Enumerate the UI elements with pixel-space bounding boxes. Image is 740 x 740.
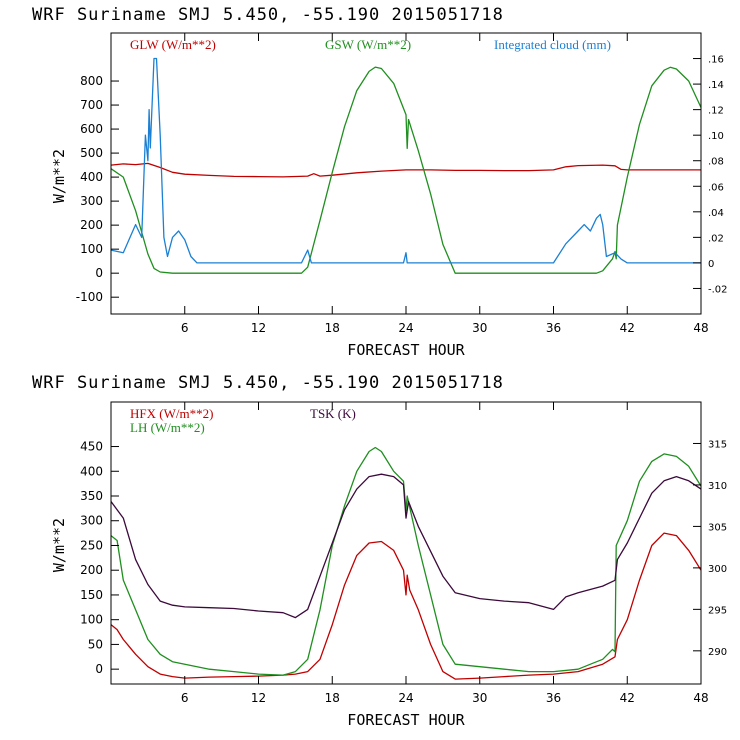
x-tick-label: 48 (693, 321, 708, 335)
y-tick-label: 450 (80, 440, 103, 454)
y-tick-label: 100 (80, 242, 103, 256)
x-tick-label: 36 (546, 691, 561, 705)
series-line-1 (110, 66, 702, 274)
x-tick-label: 6 (181, 321, 189, 335)
y-tick-label: -100 (76, 290, 103, 304)
y-tick-label: 100 (80, 613, 103, 627)
ticks-group: 6 12 18 24 30 36 42 48 -100 0 100 200 300 400 500 600 70… (76, 33, 728, 335)
y-tick-label: 400 (80, 170, 103, 184)
y2-tick-label: 310 (708, 481, 727, 492)
y-tick-label: 0 (95, 266, 103, 280)
y2-tick-label: .08 (708, 157, 724, 168)
x-tick-label: 36 (546, 321, 561, 335)
x-tick-label: 18 (325, 691, 340, 705)
legend-tsk: TSK (K) (310, 406, 356, 421)
x-axis-label: FORECAST HOUR (347, 711, 465, 729)
y-tick-label: 400 (80, 464, 103, 478)
y2-tick-label: 305 (708, 522, 727, 533)
chart-title: WRF Suriname SMJ 5.450, -55.190 20150517… (32, 5, 504, 25)
y-tick-label: 300 (80, 194, 103, 208)
y-tick-label: 0 (95, 662, 103, 676)
y2-tick-label: .12 (708, 106, 724, 117)
y2-tick-label: .06 (708, 182, 724, 193)
y2-tick-label: .04 (708, 208, 724, 219)
y2-tick-label: .10 (708, 131, 724, 142)
y-tick-label: 200 (80, 218, 103, 232)
legend-glw: GLW (W/m**2) (130, 37, 216, 52)
legend-gsw: GSW (W/m**2) (325, 37, 411, 52)
y2-tick-label: 0 (708, 259, 714, 270)
x-tick-label: 42 (620, 321, 635, 335)
y2-tick-label: 315 (708, 439, 727, 450)
y-tick-label: 350 (80, 489, 103, 503)
x-tick-label: 24 (398, 691, 413, 705)
y-axis-label: W/m**2 (50, 149, 68, 203)
x-tick-label: 12 (251, 691, 266, 705)
y-tick-label: 250 (80, 538, 103, 552)
y2-tick-label: -.02 (708, 284, 728, 295)
flux-chart: WRF Suriname SMJ 5.450, -55.190 20150517… (32, 373, 727, 729)
y2-tick-label: 300 (708, 564, 727, 575)
series-line-2 (110, 473, 702, 619)
series-line-0 (110, 532, 702, 680)
y-tick-label: 200 (80, 563, 103, 577)
x-tick-label: 6 (181, 691, 189, 705)
plot-frame (110, 32, 702, 315)
x-axis-label: FORECAST HOUR (347, 341, 465, 359)
y-axis-label: W/m**2 (50, 518, 68, 572)
legend-lh: LH (W/m**2) (130, 420, 205, 435)
series-line-1 (110, 446, 702, 676)
x-tick-label: 24 (398, 321, 413, 335)
y-tick-label: 150 (80, 588, 103, 602)
y-tick-label: 50 (88, 637, 103, 651)
chart-title: WRF Suriname SMJ 5.450, -55.190 20150517… (32, 373, 504, 393)
radiation-chart: WRF Suriname SMJ 5.450, -55.190 20150517… (32, 5, 728, 359)
series-group (110, 57, 702, 274)
legend-hfx: HFX (W/m**2) (130, 406, 213, 421)
y2-tick-label: .14 (708, 80, 724, 91)
legend-cloud: Integrated cloud (mm) (494, 37, 611, 52)
y2-tick-label: 295 (708, 605, 727, 616)
series-line-2 (110, 57, 701, 264)
x-tick-label: 30 (472, 691, 487, 705)
x-tick-label: 12 (251, 321, 266, 335)
y-tick-label: 500 (80, 146, 103, 160)
x-tick-label: 30 (472, 321, 487, 335)
x-tick-label: 42 (620, 691, 635, 705)
y2-tick-label: .02 (708, 233, 724, 244)
x-tick-label: 48 (693, 691, 708, 705)
plot-frame (110, 401, 702, 685)
y-tick-label: 300 (80, 514, 103, 528)
y2-tick-label: 290 (708, 647, 727, 658)
series-line-0 (110, 162, 701, 178)
ticks-group: 6 12 18 24 30 36 42 48 0 50 100 150 200 250 300 350 400 4… (80, 402, 727, 705)
y-tick-label: 600 (80, 122, 103, 136)
x-tick-label: 18 (325, 321, 340, 335)
y2-tick-label: .16 (708, 55, 724, 66)
y-tick-label: 700 (80, 98, 103, 112)
series-group (110, 446, 702, 680)
y-tick-label: 800 (80, 74, 103, 88)
